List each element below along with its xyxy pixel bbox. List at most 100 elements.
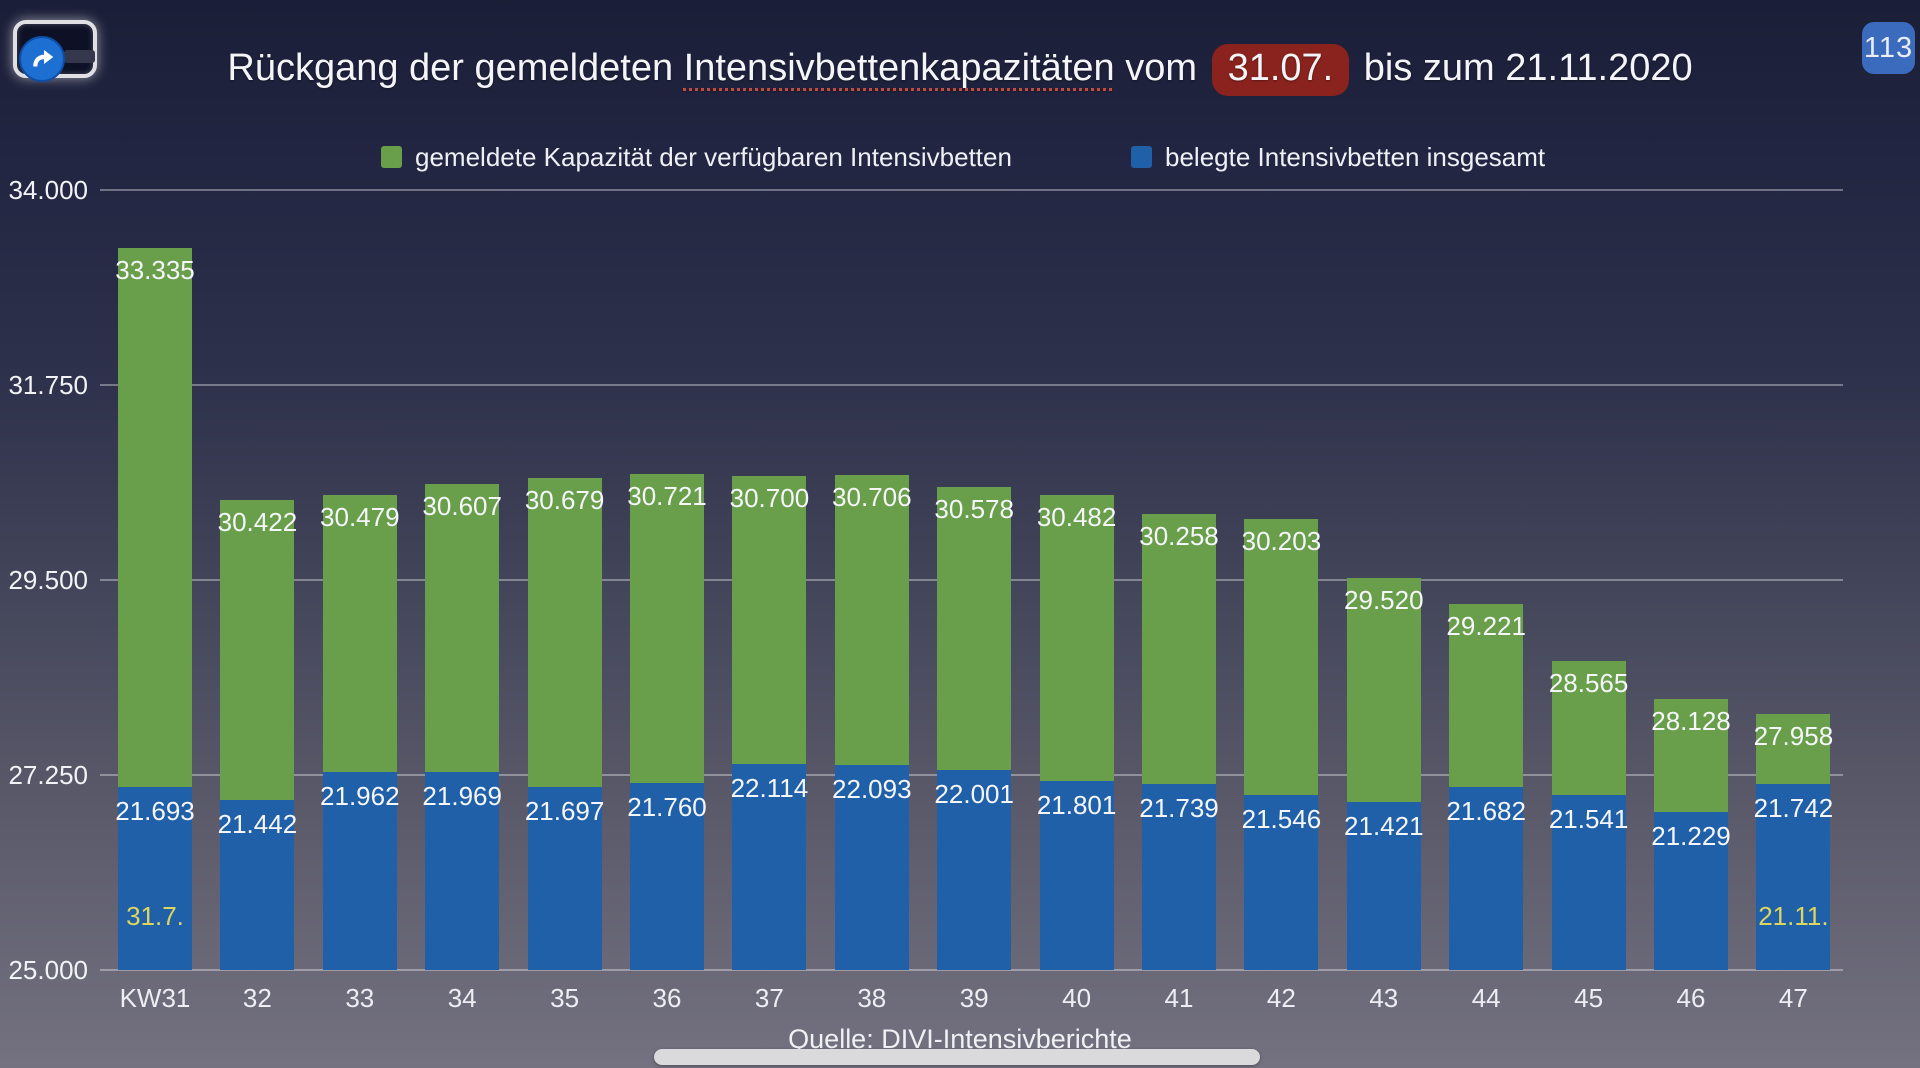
count-badge[interactable]: 113 <box>1862 22 1915 74</box>
occupied-bar-segment <box>1551 795 1626 970</box>
capacity-bar-segment <box>220 500 295 801</box>
occupied-bar-segment <box>1244 794 1319 970</box>
x-axis-tick-label: 40 <box>1062 983 1092 1013</box>
occupied-value-label: 22.001 <box>934 779 1014 810</box>
occupied-bar-segment <box>732 764 807 970</box>
occupied-value-label: 21.962 <box>320 781 400 812</box>
horizontal-scrollbar[interactable] <box>654 1049 1260 1065</box>
capacity-bar-segment <box>1654 698 1728 812</box>
capacity-value-label: 33.335 <box>115 254 195 285</box>
capacity-bar-segment <box>118 247 192 787</box>
x-axis-tick-label: 41 <box>1164 983 1194 1013</box>
capacity-value-label: 30.422 <box>217 507 298 538</box>
legend-swatch <box>1131 146 1152 168</box>
chart-title: Rückgang der gemeldeten Intensivbettenka… <box>0 44 1920 96</box>
occupied-value-label: 21.697 <box>524 795 605 826</box>
occupied-value-label: 21.229 <box>1651 821 1731 851</box>
capacity-bar-segment <box>322 495 397 773</box>
occupied-value-label: 21.421 <box>1344 810 1424 841</box>
occupied-bar-segment <box>1654 812 1728 970</box>
occupied-bar-segment <box>220 800 295 970</box>
capacity-value-label: 28.565 <box>1548 668 1629 699</box>
capacity-bar-segment <box>1449 604 1524 788</box>
occupied-value-label: 21.739 <box>1139 793 1219 824</box>
x-axis-tick-label: 47 <box>1778 983 1808 1013</box>
occupied-value-label: 21.442 <box>217 809 298 840</box>
x-axis-tick-label: 34 <box>447 983 477 1013</box>
y-gridline <box>100 384 1843 386</box>
capacity-value-label: 30.258 <box>1139 521 1219 552</box>
y-axis-tick-label: 29.500 <box>8 565 88 595</box>
legend-label: belegte Intensivbetten insgesamt <box>1165 141 1546 172</box>
capacity-value-label: 30.679 <box>524 484 605 515</box>
capacity-bar-segment <box>732 476 807 764</box>
y-axis-tick-label: 25.000 <box>8 955 88 985</box>
capacity-bar-segment <box>937 486 1012 771</box>
text-line-placeholder <box>64 50 95 63</box>
x-axis-tick-label: 42 <box>1266 983 1296 1013</box>
occupied-bar-segment <box>1142 784 1216 970</box>
y-axis-tick-label: 31.750 <box>8 370 88 400</box>
x-axis-tick-label: 32 <box>242 983 272 1013</box>
occupied-value-label: 21.546 <box>1241 803 1322 834</box>
capacity-bar-segment <box>1244 519 1319 795</box>
capacity-value-label: 30.203 <box>1241 526 1322 557</box>
occupied-bar-segment <box>937 770 1012 970</box>
occupied-bar-segment <box>1756 784 1831 970</box>
date-annotation: 31.7. <box>126 901 184 931</box>
occupied-value-label: 21.693 <box>115 795 195 826</box>
x-axis-tick-label: 45 <box>1574 983 1604 1013</box>
capacity-value-label: 30.706 <box>832 482 912 513</box>
x-axis-tick-label: 38 <box>857 983 887 1013</box>
x-axis-tick-label: 37 <box>754 983 784 1013</box>
title-suffix: bis zum 21.11.2020 <box>1353 47 1693 89</box>
capacity-bar-segment <box>1142 514 1216 785</box>
capacity-value-label: 30.607 <box>422 491 502 522</box>
occupied-value-label: 21.801 <box>1036 789 1117 820</box>
capacity-value-label: 30.482 <box>1036 501 1117 532</box>
occupied-bar-segment <box>425 771 500 970</box>
occupied-bar-segment <box>322 772 397 970</box>
x-axis-tick-label: 33 <box>345 983 375 1013</box>
legend-swatch <box>381 146 402 168</box>
share-card-icon[interactable] <box>13 20 97 82</box>
occupied-bar-segment <box>1449 787 1524 970</box>
date-annotation: 21.11. <box>1758 901 1829 931</box>
capacity-bar-segment <box>630 474 704 784</box>
capacity-bar-segment <box>527 477 602 787</box>
capacity-value-label: 29.520 <box>1344 585 1424 616</box>
capacity-value-label: 29.221 <box>1446 611 1526 642</box>
capacity-value-label: 30.578 <box>934 493 1014 524</box>
capacity-bar-segment <box>1551 661 1626 796</box>
legend-label: gemeldete Kapazität der verfügbaren Inte… <box>415 141 1012 172</box>
capacity-value-label: 30.479 <box>320 502 400 533</box>
x-axis-tick-label: KW31 <box>119 983 191 1013</box>
capacity-value-label: 30.721 <box>627 481 707 512</box>
x-axis-tick-label: 43 <box>1369 983 1399 1013</box>
title-misspelled-word: Intensivbettenkapazitäten <box>683 47 1115 89</box>
x-axis-tick-label: 39 <box>959 983 989 1013</box>
title-date-highlight: 31.07. <box>1211 44 1350 96</box>
occupied-value-label: 21.969 <box>422 780 502 811</box>
occupied-bar-segment <box>630 783 704 970</box>
y-axis-tick-label: 34.000 <box>8 175 88 205</box>
capacity-value-label: 27.958 <box>1753 720 1834 751</box>
x-axis-tick-label: 46 <box>1676 983 1706 1013</box>
capacity-bar-segment <box>1756 713 1831 785</box>
x-axis-tick-label: 36 <box>652 983 682 1013</box>
y-gridline <box>100 189 1843 191</box>
capacity-bar-segment <box>1346 578 1421 802</box>
x-axis-tick-label: 44 <box>1471 983 1501 1013</box>
y-gridline <box>100 969 1843 971</box>
occupied-bar-segment <box>1039 780 1114 970</box>
occupied-value-label: 22.114 <box>730 773 809 803</box>
capacity-bar-segment <box>425 484 500 772</box>
capacity-value-label: 28.128 <box>1651 705 1731 736</box>
y-axis-tick-label: 27.250 <box>8 760 88 790</box>
occupied-bar-segment <box>118 786 192 970</box>
occupied-value-label: 21.742 <box>1753 793 1834 824</box>
x-axis-tick-label: 35 <box>550 983 580 1013</box>
legend-item-capacity: gemeldete Kapazität der verfügbaren Inte… <box>381 141 1012 172</box>
